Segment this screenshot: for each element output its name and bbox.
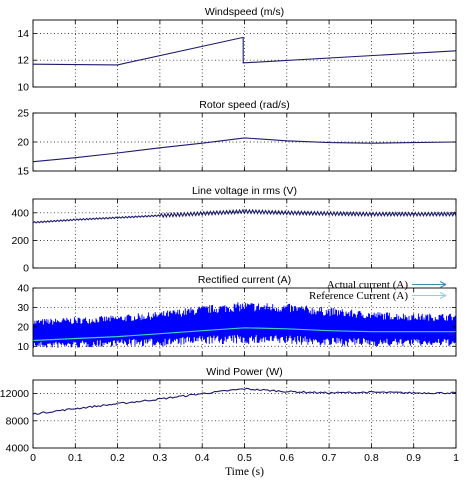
x-tick-label: 0.7 <box>322 452 337 464</box>
y-tick-label: 20 <box>17 137 29 149</box>
x-tick-label: 0 <box>30 452 36 464</box>
x-tick-label: 0.2 <box>110 452 125 464</box>
y-tick-label: 20 <box>17 321 29 333</box>
series-line <box>33 387 456 415</box>
subplot-title: Windspeed (m/s) <box>205 6 284 18</box>
subplot-title: Wind Power (W) <box>206 366 282 378</box>
plot-area <box>33 137 456 163</box>
plot-area <box>33 36 456 66</box>
x-tick-label: 0.1 <box>68 452 83 464</box>
x-tick-label: 0.9 <box>406 452 421 464</box>
y-tick-label: 400 <box>11 207 29 219</box>
x-tick-label: 0.4 <box>195 452 210 464</box>
plot-area <box>33 208 456 224</box>
annotation-actual: Actual current (A) <box>327 279 409 291</box>
series-line-2 <box>33 327 456 342</box>
y-tick-label: 4000 <box>6 443 30 455</box>
x-tick-label: 0.5 <box>237 452 252 464</box>
subplot-5: Wind Power (W) 4000 8000 12000 0 0.1 0.2 0.3 0.4… <box>0 366 459 478</box>
subplot-title: Rectified current (A) <box>198 274 291 286</box>
y-tick-label: 40 <box>17 283 29 295</box>
y-tick-label: 8000 <box>6 415 30 427</box>
plot-area <box>33 302 456 348</box>
subplot-title: Rotor speed (rad/s) <box>199 99 289 111</box>
y-tick-label: 14 <box>17 28 29 40</box>
y-tick-label: 200 <box>11 235 29 247</box>
series-line <box>33 208 456 224</box>
x-tick-label: 0.3 <box>153 452 168 464</box>
y-tick-label: 0 <box>23 263 29 275</box>
x-tick-label: 1 <box>453 452 459 464</box>
subplot-4: Rectified current (A) 10 20 30 40 Actual curr… <box>17 274 457 357</box>
annotation-reference: Reference Current (A) <box>309 290 408 302</box>
series-line <box>33 137 456 163</box>
plot-area <box>33 387 456 415</box>
annotation-arrowhead <box>439 281 447 288</box>
x-tick-label: 0.8 <box>364 452 379 464</box>
y-tick-label: 10 <box>17 82 29 94</box>
x-tick-label: 0.6 <box>279 452 294 464</box>
subplot-1: Windspeed (m/s) 10 12 14 <box>17 6 457 94</box>
series-line <box>33 36 456 66</box>
x-axis-label: Time (s) <box>225 466 264 478</box>
y-tick-label: 25 <box>17 108 29 120</box>
subplot-2: Rotor speed (rad/s) 15 20 25 <box>17 99 457 178</box>
y-tick-label: 30 <box>17 302 29 314</box>
y-tick-label: 10 <box>17 341 29 353</box>
y-tick-label: 15 <box>17 166 29 178</box>
y-tick-label: 12000 <box>0 388 29 400</box>
subplot-title: Line voltage in rms (V) <box>192 185 297 197</box>
y-tick-label: 12 <box>17 55 29 67</box>
axes-box <box>32 379 457 449</box>
subplot-3: Line voltage in rms (V) 0 200 400 <box>11 185 457 275</box>
series-band <box>33 302 456 348</box>
axes-box <box>32 198 457 269</box>
annotation-arrowhead <box>439 292 447 299</box>
